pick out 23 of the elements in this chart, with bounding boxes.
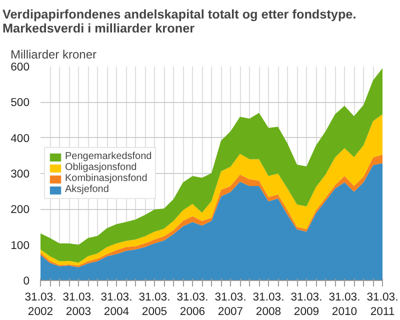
legend-label: Obligasjonsfond xyxy=(65,162,137,173)
x-tick-label: 31.03. 2005 xyxy=(138,292,170,318)
x-tick-label: 31.03. 2006 xyxy=(176,292,208,318)
y-tick-label: 200 xyxy=(10,204,30,216)
x-tick-label: 31.03. 2007 xyxy=(214,292,246,318)
y-tick-label: 0 xyxy=(23,276,30,288)
y-axis-title: Milliarder kroner xyxy=(10,48,97,62)
legend-label: Kombinasjonsfond xyxy=(65,173,148,184)
x-tick-label: 31.03. 2002 xyxy=(24,292,56,318)
legend-label: Aksjefond xyxy=(65,184,109,195)
chart-title: Verdipapirfondenes andelskapital totalt og etter fondstype. Markedsverdi i milliarder kroner xyxy=(2,8,356,36)
x-tick-label: 31.03. 2004 xyxy=(100,292,132,318)
x-tick-label: 31.03. 2010 xyxy=(328,292,360,318)
y-tick-label: 100 xyxy=(10,240,30,252)
x-tick-label: 31.03. 2009 xyxy=(290,292,322,318)
y-tick-label: 400 xyxy=(10,132,30,145)
x-tick-label: 31.03. 2008 xyxy=(252,292,284,318)
x-tick-label: 31.03. 2003 xyxy=(62,292,94,318)
y-tick-label: 600 xyxy=(10,62,30,74)
x-tick-label: 31.03. 2011 xyxy=(366,292,398,318)
y-tick-label: 500 xyxy=(10,97,30,110)
legend-label: Pengemarkedsfond xyxy=(65,151,152,162)
y-tick-label: 300 xyxy=(10,168,30,180)
